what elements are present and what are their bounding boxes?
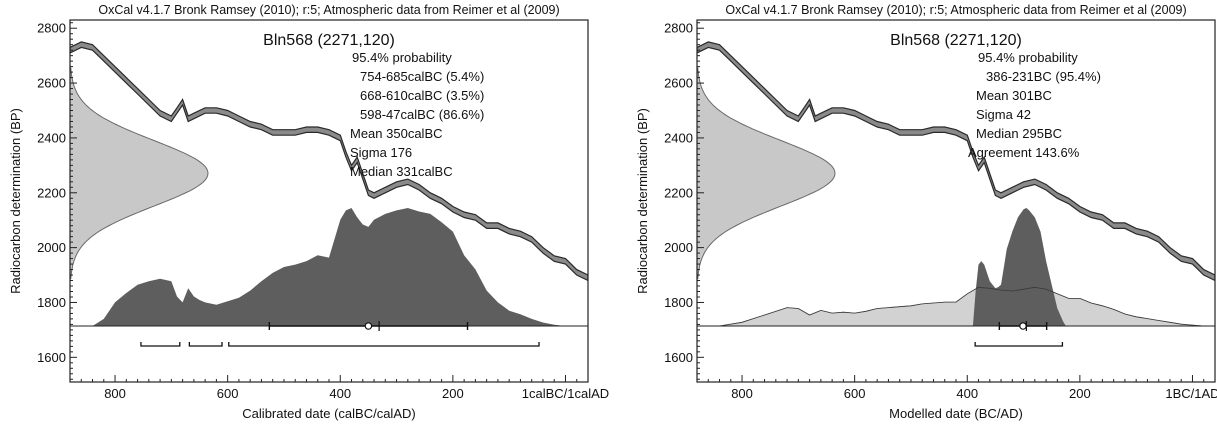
x-tick-label: 800 [731, 386, 753, 401]
range-bracket [140, 342, 181, 347]
y-axis: 1600 1800 2000 2200 2400 2600 2800 [664, 21, 704, 380]
y-tick-label: 1600 [37, 350, 66, 365]
y-axis: 1600 1800 2000 2200 2400 2600 2800 [37, 21, 77, 380]
radiocarbon-distribution [697, 67, 836, 280]
y-tick-label: 2600 [664, 76, 693, 91]
sample-title: Bln568 (2271,120) [890, 32, 1022, 49]
calibration-curve [697, 41, 1215, 282]
oxcal-header: OxCal v4.1.7 Bronk Ramsey (2010); r:5; A… [725, 3, 1186, 17]
mean-marker [364, 322, 373, 330]
stat-line: Median 331calBC [350, 164, 453, 179]
y-tick-label: 2000 [664, 240, 693, 255]
stat-line: 668-610calBC (3.5%) [360, 88, 484, 103]
x-tick-label: 600 [844, 386, 866, 401]
x-axis: 800 600 400 200 1calBC/1calAD [69, 375, 609, 401]
y-tick-label: 2400 [37, 130, 66, 145]
probability-distribution [92, 208, 566, 326]
x-tick-label: 400 [329, 386, 351, 401]
x-axis-label: Calibrated date (calBC/calAD) [242, 406, 415, 421]
stat-line: 598-47calBC (86.6%) [360, 107, 484, 122]
y-tick-label: 2600 [37, 76, 66, 91]
stat-line: 386-231BC (95.4%) [986, 69, 1101, 84]
x-tick-label: 600 [217, 386, 239, 401]
y-tick-label: 2000 [37, 240, 66, 255]
y-tick-label: 1800 [37, 295, 66, 310]
stat-line: Sigma 42 [976, 107, 1031, 122]
stat-line: 95.4% probability [978, 50, 1078, 65]
y-tick-label: 2200 [37, 185, 66, 200]
x-tick-label: 1BC/1AD [1165, 386, 1217, 401]
x-tick-label: 800 [104, 386, 126, 401]
stat-line: Mean 350calBC [350, 126, 443, 141]
stat-line: Agreement 143.6% [968, 145, 1080, 160]
y-tick-label: 1600 [664, 350, 693, 365]
y-axis-label: Radiocarbon determination (BP) [8, 108, 23, 294]
x-tick-label: 1calBC/1calAD [522, 386, 609, 401]
range-brackets-95 [140, 342, 540, 347]
x-axis-label: Modelled date (BC/AD) [889, 406, 1023, 421]
stat-line: Sigma 176 [350, 145, 412, 160]
stat-line: Median 295BC [976, 126, 1062, 141]
calibration-curve-band [697, 41, 1215, 282]
sample-title: Bln568 (2271,120) [263, 32, 395, 49]
oxcal-header: OxCal v4.1.7 Bronk Ramsey (2010); r:5; A… [98, 3, 559, 17]
y-tick-label: 2800 [664, 21, 693, 36]
stat-line: 754-685calBC (5.4%) [360, 69, 484, 84]
y-axis-label: Radiocarbon determination (BP) [635, 108, 650, 294]
stat-line: Mean 301BC [976, 88, 1052, 103]
x-tick-label: 400 [956, 386, 978, 401]
stats-block: 95.4% probability 386-231BC (95.4%) Mean… [968, 50, 1101, 160]
x-tick-label: 200 [1069, 386, 1091, 401]
calibration-curve [70, 41, 588, 282]
mean-marker [1019, 322, 1027, 330]
y-tick-label: 2800 [37, 21, 66, 36]
y-tick-label: 1800 [664, 295, 693, 310]
x-tick-label: 200 [442, 386, 464, 401]
prior-distribution [719, 286, 1204, 327]
chart-panel-calibrated: OxCal v4.1.7 Bronk Ramsey (2010); r:5; A… [8, 3, 609, 421]
y-tick-label: 2400 [664, 130, 693, 145]
chart-panel-modelled: OxCal v4.1.7 Bronk Ramsey (2010); r:5; A… [635, 3, 1217, 421]
prior-distribution-outline [719, 286, 1204, 327]
range-bracket [188, 342, 223, 347]
range-brackets-95 [974, 342, 1064, 347]
x-axis: 800 600 400 200 1BC/1AD [696, 375, 1217, 401]
posterior-distribution [972, 208, 1066, 326]
stats-block: 95.4% probability 754-685calBC (5.4%) 66… [350, 50, 484, 179]
y-tick-label: 2200 [664, 185, 693, 200]
calibration-curve-band [70, 41, 588, 282]
stat-line: 95.4% probability [352, 50, 452, 65]
range-bracket [974, 342, 1064, 347]
radiocarbon-distribution [70, 67, 209, 280]
range-bracket [228, 342, 540, 347]
